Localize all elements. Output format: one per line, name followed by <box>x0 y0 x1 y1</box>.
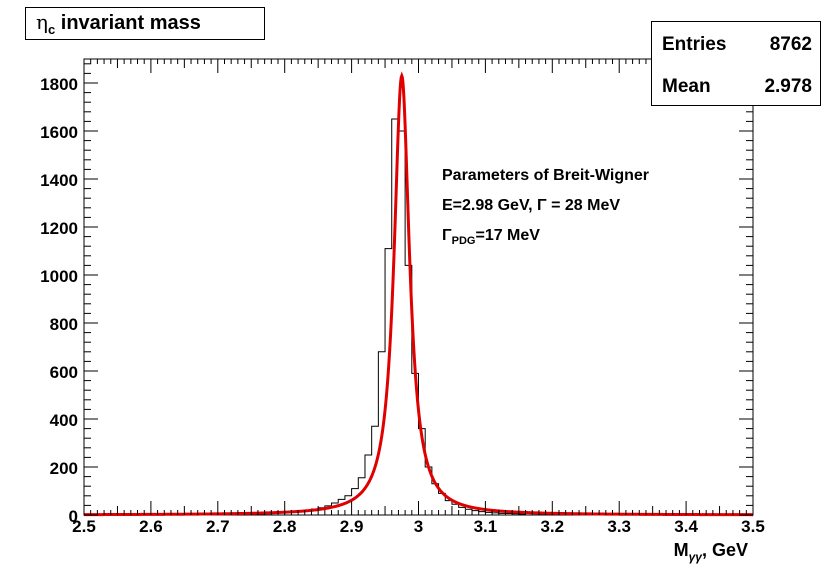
histogram-bin <box>398 131 405 515</box>
histogram-bin <box>472 511 479 515</box>
y-tick-label: 1800 <box>40 75 78 94</box>
x-tick-label: 3.5 <box>741 517 765 536</box>
histogram-bin <box>479 512 486 515</box>
entries-value: 8762 <box>769 34 812 55</box>
y-tick-label: 200 <box>50 459 78 478</box>
x-axis-label: Mγγ, GeV <box>674 540 748 564</box>
chart-title: ηc invariant mass <box>36 10 201 37</box>
histogram-group <box>84 118 753 516</box>
fit-curve-group <box>84 71 753 517</box>
histogram-bin <box>352 489 359 515</box>
stats-entries-row: Entries 8762 <box>652 24 820 64</box>
x-tick-label: 2.9 <box>340 517 364 536</box>
y-tick-label: 1200 <box>40 219 78 238</box>
x-tick-label: 3.2 <box>540 517 564 536</box>
x-tick-label: 3.1 <box>474 517 498 536</box>
x-tick-label: 2.7 <box>206 517 230 536</box>
y-tick-label: 400 <box>50 411 78 430</box>
title-box: ηc invariant mass <box>25 7 265 40</box>
x-tick-label: 3 <box>414 517 423 536</box>
y-tick-label: 800 <box>50 315 78 334</box>
plot-frame <box>83 58 754 516</box>
y-tick-label: 1000 <box>40 267 78 286</box>
x-tick-label: 3.4 <box>674 517 698 536</box>
y-tick-label: 1600 <box>40 123 78 142</box>
histogram-bin <box>452 504 459 515</box>
x-tick-label: 2.8 <box>273 517 297 536</box>
y-tick-label: 0 <box>69 507 78 526</box>
breit-wigner-fit-line <box>84 71 753 517</box>
stats-mean-row: Mean 2.978 <box>652 66 820 106</box>
x-tick-label: 2.6 <box>139 517 163 536</box>
stats-box: Entries 8762 Mean 2.978 <box>651 21 821 106</box>
x-tick-label: 2.5 <box>72 517 96 536</box>
histogram-bin <box>345 496 352 515</box>
entries-label: Entries <box>662 34 727 55</box>
histogram-bin <box>459 507 466 515</box>
histogram-bin <box>445 501 452 515</box>
mean-label: Mean <box>662 76 711 97</box>
x-tick-label: 3.3 <box>607 517 631 536</box>
y-tick-label: 600 <box>50 363 78 382</box>
annotation-params-title: Parameters of Breit-Wigner <box>442 167 650 184</box>
y-tick-label: 1400 <box>40 171 78 190</box>
annotation-mass-width: E=2.98 GeV, Γ = 28 MeV <box>442 197 621 214</box>
y-axis: 0 200 400 600 800 1000 1200 1400 1600 1800 <box>40 63 753 526</box>
histogram-bin <box>338 499 345 515</box>
histogram-bin <box>465 509 472 515</box>
annotation-pdg-width: ΓPDG=17 MeV <box>442 227 540 248</box>
x-axis: 2.5 2.6 2.7 2.8 2.9 3 3.1 3.2 3.3 3.4 3.5 <box>72 59 765 536</box>
histogram-outline <box>84 118 753 516</box>
mean-value: 2.978 <box>764 76 812 97</box>
